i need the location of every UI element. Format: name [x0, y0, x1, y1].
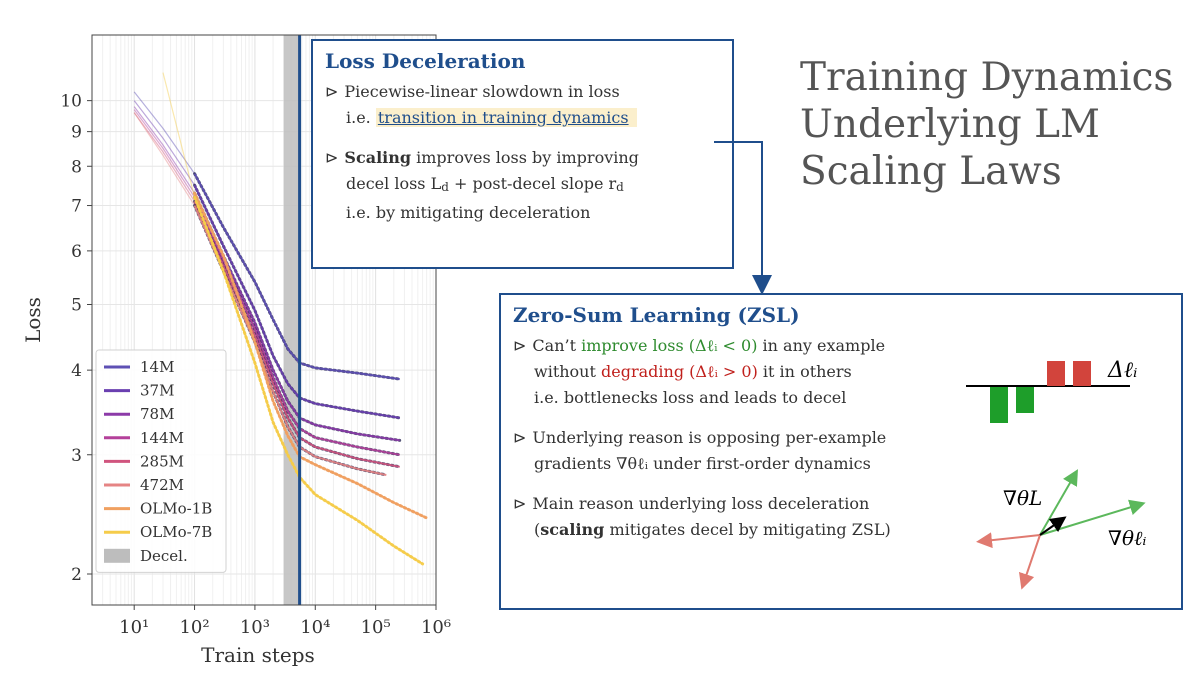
bullet-text: without — [534, 362, 596, 381]
x-tick-label: 10⁴ — [300, 617, 330, 638]
y-tick-label: 8 — [71, 157, 82, 177]
legend-label: 285M — [140, 452, 184, 470]
y-axis-ticks: 2 3 4 5 6 7 8 9 10 — [60, 92, 92, 585]
series-37M — [193, 184, 400, 419]
bullet-scaling: ⊳ Scaling improves loss by improving — [325, 145, 720, 171]
x-axis-ticks: 10¹ 10² 10³ 10⁴ 10⁵ 10⁶ — [119, 605, 451, 638]
loss-chart: 10¹ 10² 10³ 10⁴ 10⁵ 10⁶ 2 3 4 5 6 7 8 9 10 Train step… — [21, 34, 451, 667]
subscript: d — [616, 180, 624, 194]
title-line: Training Dynamics — [800, 55, 1174, 100]
zero-sum-learning-box: Zero-Sum Learning (ZSL) ⊳ Can’t improve l… — [499, 293, 1183, 610]
x-axis-label: Train steps — [201, 643, 315, 667]
bullet-text: Can’t — [532, 336, 577, 355]
x-tick-label: 10² — [179, 617, 209, 638]
y-tick-label: 10 — [60, 92, 82, 112]
x-tick-label: 10³ — [240, 617, 270, 638]
series-OLMo-1B — [193, 192, 428, 519]
decel-region — [283, 35, 300, 605]
bullet-bold: scaling — [540, 520, 605, 539]
legend-box — [95, 349, 227, 573]
bullet-text: Piecewise-linear slowdown in loss — [344, 82, 620, 101]
bullet-scaling-cont2: i.e. by mitigating deceleration — [325, 200, 720, 226]
bullet-underlying-cont: gradients ∇θℓᵢ under first-order dynamic… — [513, 451, 1169, 477]
legend-label: OLMo-1B — [140, 500, 212, 518]
bullet-text: i.e. — [346, 108, 371, 127]
bullet-text: gradients ∇θℓᵢ under first-order dynamic… — [534, 454, 871, 473]
y-tick-label: 3 — [71, 446, 82, 466]
bullet-triangle-icon: ⊳ — [513, 428, 527, 447]
bullet-underlying: ⊳ Underlying reason is opposing per-examp… — [513, 425, 1169, 451]
series-472M — [193, 205, 387, 476]
y-tick-label: 7 — [71, 197, 82, 217]
x-tick-label: 10⁵ — [361, 617, 391, 638]
bullet-triangle-icon: ⊳ — [325, 148, 339, 167]
bullet-triangle-icon: ⊳ — [513, 494, 527, 513]
bullet-text: i.e. by mitigating deceleration — [346, 203, 591, 222]
series-285M — [193, 200, 400, 468]
series-14M — [193, 173, 400, 381]
legend-label: Decel. — [140, 547, 188, 565]
bullet-cant-improve-cont: without degrading (Δℓᵢ > 0) it in others — [513, 359, 1169, 385]
bullet-bold: Scaling — [344, 148, 412, 167]
bullet-scaling-cont: decel loss Ld + post-decel slope rd — [325, 171, 720, 200]
transition-link[interactable]: transition in training dynamics — [377, 108, 629, 127]
title-line: Underlying LM — [800, 102, 1100, 147]
bullet-main-reason-cont: (scaling mitigates decel by mitigating Z… — [513, 517, 1169, 543]
legend-label: OLMo-7B — [140, 523, 212, 541]
bullet-cant-improve-cont2: i.e. bottlenecks loss and leads to decel — [513, 385, 1169, 411]
chart-series — [133, 72, 429, 566]
plot-frame — [91, 34, 437, 606]
slide-title: Training Dynamics Underlying LM Scaling … — [800, 54, 1190, 195]
bullet-text: it in others — [762, 362, 852, 381]
y-tick-label: 4 — [71, 361, 82, 381]
bullet-text: Underlying reason is opposing per-exampl… — [532, 428, 887, 447]
legend-label: 472M — [140, 476, 184, 494]
chart-legend: 14M 37M 78M 144M 285M 472M OLMo-1B OLMo-7B Decel… — [95, 349, 227, 573]
subscript: d — [441, 180, 449, 194]
bullet-triangle-icon: ⊳ — [513, 336, 527, 355]
legend-swatch — [104, 548, 130, 563]
improve-text: improve loss (Δℓᵢ < 0) — [581, 336, 758, 355]
bullet-triangle-icon: ⊳ — [325, 82, 339, 101]
bullet-piecewise-cont: i.e. transition in training dynamics — [325, 105, 720, 131]
y-tick-label: 5 — [71, 296, 82, 316]
y-tick-label: 9 — [71, 123, 82, 143]
y-tick-label: 2 — [71, 565, 82, 585]
bullet-main-reason: ⊳ Main reason underlying loss deceleratio… — [513, 491, 1169, 517]
bullet-text: mitigates decel by mitigating ZSL) — [609, 520, 891, 539]
bullet-text: decel loss L — [346, 174, 442, 193]
bullet-text: improves loss by improving — [416, 148, 639, 167]
x-tick-label: 10⁶ — [421, 617, 451, 638]
bullet-text: i.e. bottlenecks loss and leads to decel — [534, 388, 847, 407]
degrade-text: degrading (Δℓᵢ > 0) — [601, 362, 758, 381]
y-axis-label: Loss — [21, 297, 45, 343]
bullet-text: + post-decel slope r — [448, 174, 617, 193]
series-78M — [193, 192, 400, 442]
legend-label: 14M — [140, 358, 174, 376]
title-line: Scaling Laws — [800, 149, 1062, 194]
y-tick-label: 6 — [71, 242, 82, 262]
bullet-piecewise: ⊳ Piecewise-linear slowdown in loss — [325, 79, 720, 105]
transition-highlight: transition in training dynamics — [375, 108, 637, 127]
bullet-text: in any example — [762, 336, 886, 355]
loss-deceleration-box: Loss Deceleration ⊳ Piecewise-linear slow… — [311, 39, 734, 269]
loss-deceleration-title: Loss Deceleration — [325, 49, 526, 73]
legend-label: 37M — [140, 382, 174, 400]
series-OLMo-7B — [193, 196, 424, 565]
legend-label: 144M — [140, 429, 184, 447]
zsl-title: Zero-Sum Learning (ZSL) — [513, 303, 800, 327]
bullet-cant-improve: ⊳ Can’t improve loss (Δℓᵢ < 0) in any exa… — [513, 333, 1169, 359]
bullet-text: Main reason underlying loss deceleration — [532, 494, 870, 513]
bullet-text: ( — [534, 520, 541, 539]
x-tick-label: 10¹ — [119, 617, 149, 638]
legend-label: 78M — [140, 405, 174, 423]
